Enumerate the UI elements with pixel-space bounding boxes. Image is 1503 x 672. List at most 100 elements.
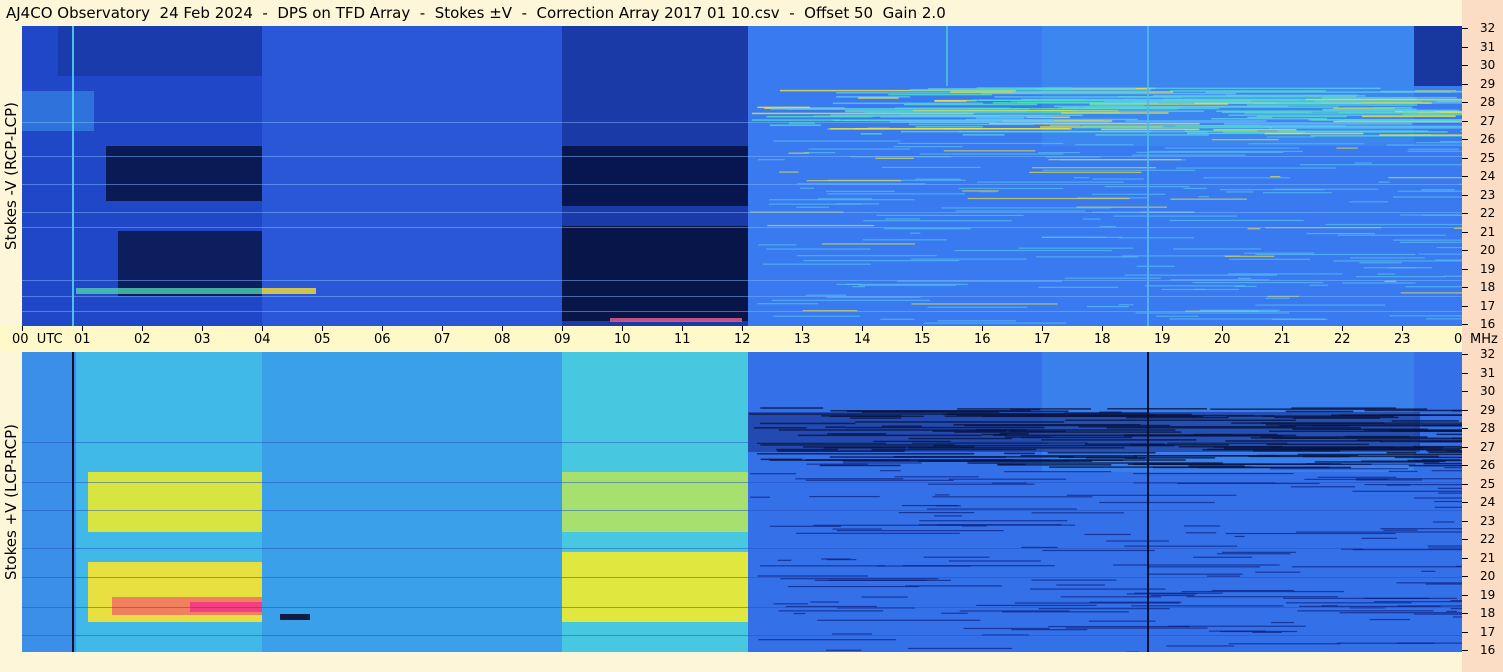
rfi-streak	[858, 97, 899, 99]
dark-streak	[1421, 570, 1436, 572]
rfi-streak	[1029, 171, 1142, 173]
dark-streak	[1361, 460, 1446, 462]
rfi-streak	[976, 87, 1072, 89]
dark-streak	[923, 556, 990, 558]
dark-streak	[933, 444, 1175, 447]
freq-tick	[1462, 324, 1468, 325]
rfi-streak	[1213, 129, 1297, 131]
time-tick	[442, 326, 443, 331]
dark-streak	[827, 433, 887, 435]
vline-artifact	[72, 352, 74, 652]
rfi-streak	[1333, 120, 1462, 123]
rfi-streak	[1299, 164, 1462, 166]
dark-streak	[826, 558, 857, 561]
rfi-streak	[1255, 304, 1386, 306]
dark-streak	[832, 528, 882, 530]
dark-streak	[1106, 540, 1169, 542]
freq-tick-label: 22	[1480, 206, 1496, 220]
hline-artifact	[22, 548, 1462, 549]
rfi-streak	[1321, 96, 1457, 99]
dark-streak	[1283, 597, 1430, 599]
dark-streak	[942, 413, 1192, 416]
dark-streak	[757, 452, 975, 455]
rfi-streak	[975, 117, 1025, 119]
freq-tick	[1462, 250, 1468, 251]
dark-streak	[1352, 490, 1462, 492]
dark-streak	[873, 440, 951, 443]
rfi-streak	[779, 171, 799, 173]
rfi-streak	[962, 134, 1005, 136]
dark-streak	[1222, 551, 1296, 553]
dark-streak	[861, 596, 908, 598]
dark-streak	[758, 639, 896, 641]
rfi-streak	[1050, 124, 1081, 127]
dark-streak	[1056, 584, 1106, 586]
rfi-streak	[769, 199, 915, 201]
time-tick	[1342, 326, 1343, 331]
freq-tick	[1462, 84, 1468, 85]
rfi-streak	[1225, 191, 1254, 193]
streak	[262, 288, 316, 294]
dark-streak	[1450, 607, 1462, 610]
rfi-streak	[962, 190, 999, 192]
rfi-streak	[1149, 150, 1303, 153]
freq-tick-label: 23	[1480, 514, 1496, 528]
rfi-streak	[1386, 144, 1462, 146]
rfi-streak	[900, 130, 1152, 133]
dark-streak	[919, 520, 1068, 522]
time-label: 23	[1394, 332, 1411, 347]
time-label: 09	[554, 332, 571, 347]
dark-streak	[1177, 482, 1320, 485]
rfi-streak	[1336, 147, 1358, 149]
rfi-streak	[911, 303, 1058, 305]
freq-tick	[1462, 539, 1468, 540]
dark-band	[1414, 26, 1462, 86]
rfi-streak	[821, 243, 916, 245]
rfi-streak	[1262, 125, 1462, 128]
dark-streak	[1060, 596, 1162, 598]
dark-streak	[1149, 463, 1331, 465]
dark-streak	[754, 427, 807, 429]
rfi-streak	[885, 218, 921, 220]
hline-artifact	[22, 156, 1462, 157]
dark-streak	[1181, 590, 1345, 593]
freq-tick-label: 30	[1480, 58, 1496, 72]
dark-spot	[280, 614, 310, 620]
rfi-streak	[1423, 214, 1462, 216]
dark-streak	[1438, 492, 1462, 494]
dark-streak	[1068, 414, 1156, 417]
dark-streak	[1279, 425, 1350, 427]
time-tick	[322, 326, 323, 331]
time-tick	[202, 326, 203, 331]
dark-streak	[1414, 613, 1462, 615]
rfi-streak	[1268, 127, 1462, 129]
rfi-streak	[832, 102, 984, 105]
dark-streak	[1004, 452, 1035, 455]
rfi-streak	[1169, 90, 1327, 92]
dark-streak	[805, 479, 954, 481]
rfi-streak	[1173, 248, 1261, 250]
rfi-streak	[1136, 151, 1284, 153]
rfi-streak	[978, 99, 1205, 101]
dark-streak	[1084, 443, 1165, 445]
rfi-streak	[1277, 130, 1429, 132]
dark-streak	[959, 610, 1070, 612]
rfi-streak	[978, 191, 996, 193]
time-label: 17	[1034, 332, 1051, 347]
rfi-streak	[845, 110, 1028, 113]
dark-streak	[1147, 573, 1243, 575]
rfi-streak	[1378, 181, 1390, 183]
dark-streak	[879, 470, 901, 472]
rfi-streak	[788, 152, 810, 154]
dark-streak	[1029, 588, 1166, 590]
dark-streak	[793, 612, 806, 615]
dark-streak	[905, 585, 1002, 587]
dark-streak	[1188, 465, 1245, 467]
time-label: 08	[494, 332, 511, 347]
freq-tick	[1462, 613, 1468, 614]
rfi-streak	[1136, 265, 1175, 267]
rfi-streak	[797, 183, 926, 185]
dark-streak	[1296, 531, 1462, 533]
dark-streak	[1066, 494, 1237, 496]
dark-streak	[1352, 549, 1462, 551]
